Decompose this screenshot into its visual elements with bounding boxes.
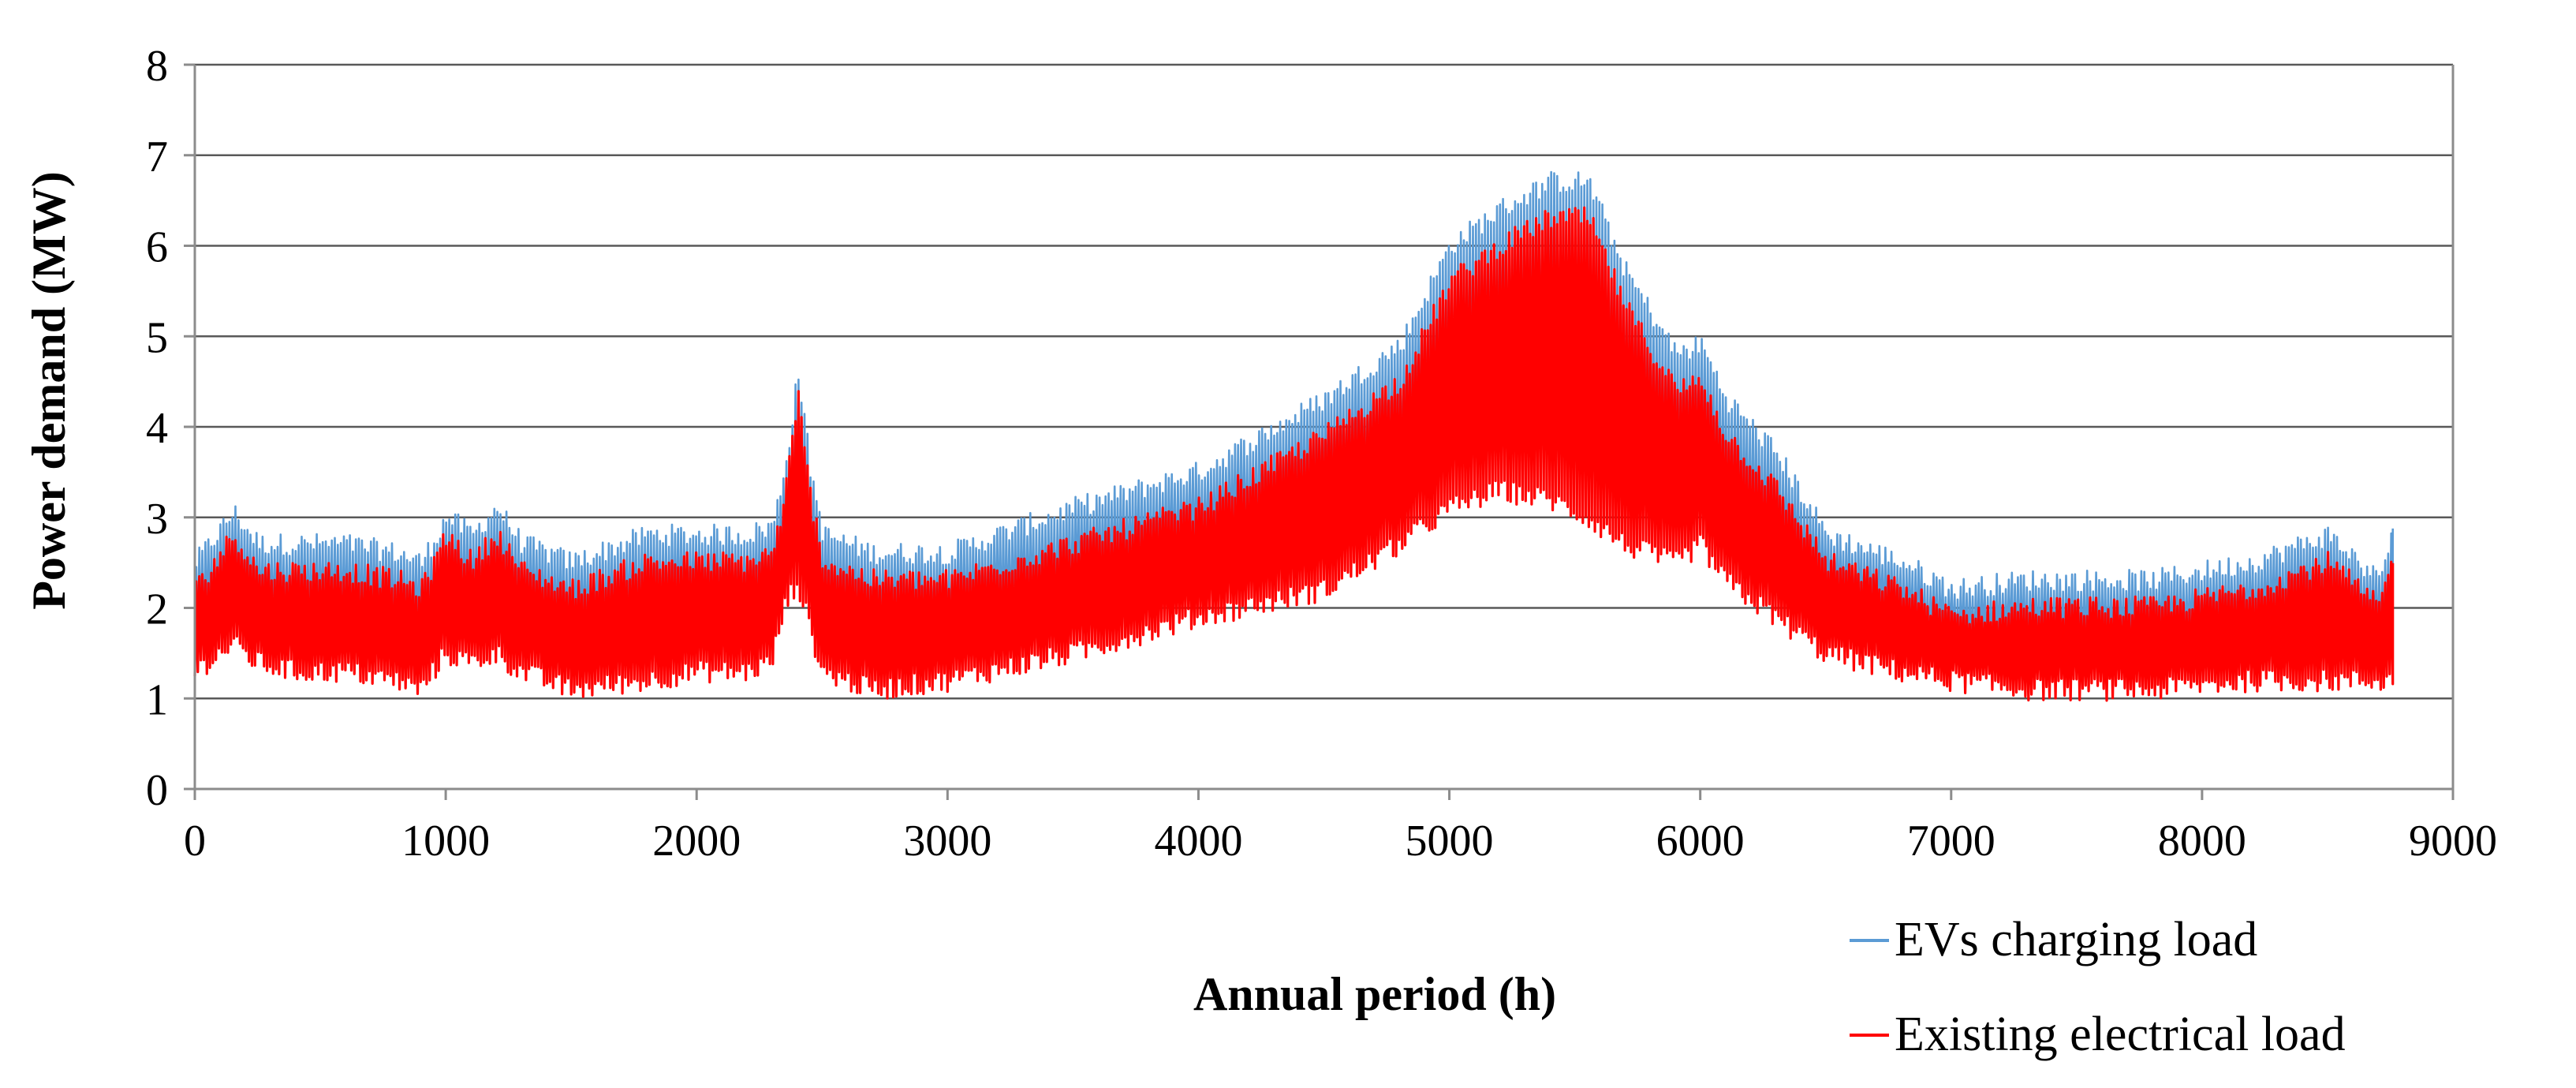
y-tick-labels: 0 1 2 3 4 5 6 7 8 <box>146 42 168 815</box>
x-tick-label-4000: 4000 <box>1154 817 1242 866</box>
y-tick-label-2: 2 <box>146 585 168 634</box>
x-tick-labels: 0 1000 2000 3000 4000 5000 6000 7000 8000 9000 <box>184 817 2497 866</box>
y-tick-label-7: 7 <box>146 133 168 181</box>
y-tick-label-5: 5 <box>146 313 168 362</box>
x-tick-label-6000: 6000 <box>1656 817 1745 866</box>
y-tick-label-1: 1 <box>146 675 168 724</box>
legend-label-evs-charging-load: EVs charging load <box>1895 913 2257 966</box>
line-existing-electrical-load <box>193 206 2395 702</box>
y-tick-label-8: 8 <box>146 42 168 91</box>
x-tick-label-5000: 5000 <box>1406 817 1494 866</box>
y-tick-label-0: 0 <box>146 766 168 815</box>
axes <box>184 63 2455 800</box>
x-tick-label-2000: 2000 <box>652 817 741 866</box>
gridlines <box>195 63 2453 791</box>
x-tick-label-9000: 9000 <box>2409 817 2497 866</box>
x-tick-label-0: 0 <box>184 817 206 866</box>
y-tick-label-4: 4 <box>146 404 168 453</box>
x-axis-title: Annual period (h) <box>1193 968 1556 1020</box>
y-tick-label-6: 6 <box>146 223 168 272</box>
legend-label-existing-electrical-load: Existing electrical load <box>1895 1008 2346 1061</box>
y-tick-label-3: 3 <box>146 495 168 544</box>
x-tick-label-8000: 8000 <box>2158 817 2246 866</box>
x-tick-label-7000: 7000 <box>1907 817 1995 866</box>
y-axis-title: Power demand (MW) <box>23 171 75 609</box>
series-existing-electrical-load <box>193 206 2395 702</box>
legend: EVs charging load Existing electrical lo… <box>1850 913 2346 1061</box>
x-tick-label-3000: 3000 <box>903 817 991 866</box>
x-tick-label-1000: 1000 <box>401 817 490 866</box>
